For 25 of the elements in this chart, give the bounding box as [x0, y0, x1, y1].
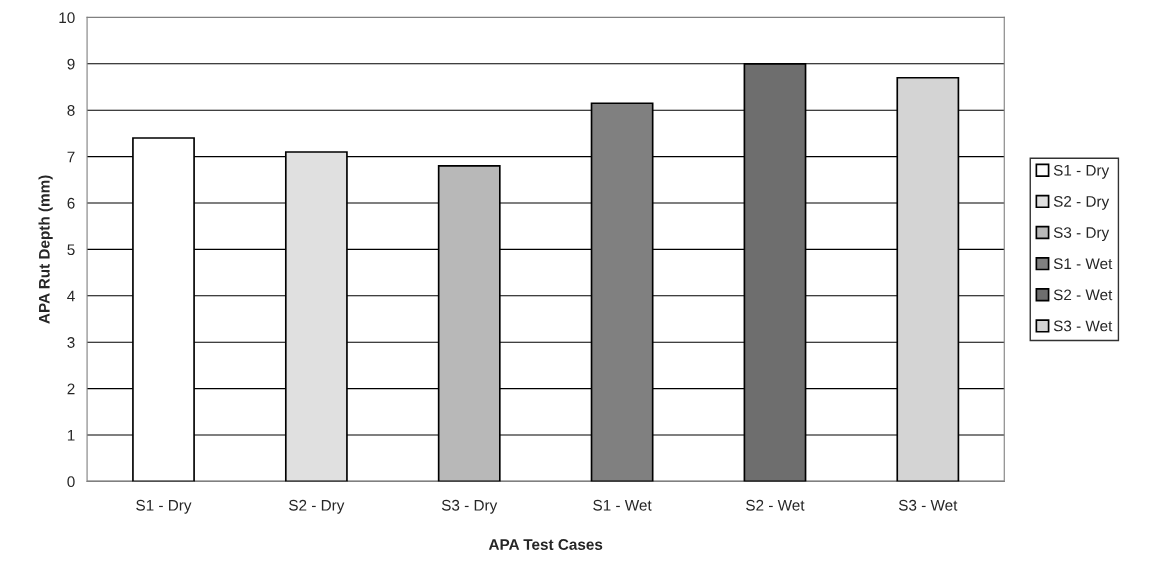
legend-label: S1 - Dry — [1053, 164, 1110, 179]
legend-label: S2 - Wet — [1053, 289, 1113, 301]
y-tick-label: 8 — [67, 105, 75, 116]
legend-label: S1 - Wet — [1053, 258, 1113, 270]
legend-label: S3 - Dry — [1053, 227, 1110, 241]
y-tick-label: 9 — [67, 58, 75, 70]
y-tick-label: 5 — [67, 244, 75, 256]
y-tick-label: 3 — [67, 337, 75, 348]
x-tick-label: S2 - Dry — [289, 499, 345, 514]
y-tick-label: 6 — [67, 197, 75, 209]
y-tick-label: 7 — [67, 151, 75, 163]
y-tick-label: 2 — [67, 383, 75, 395]
x-axis-title: APA Test Cases — [488, 539, 603, 550]
y-axis-title: APA Rut Depth (mm) — [38, 175, 53, 324]
x-tick-label: S1 - Dry — [136, 499, 192, 514]
y-tick-label: 10 — [59, 12, 75, 24]
x-tick-label: S3 - Dry — [441, 499, 498, 514]
legend-label: S3 - Wet — [1053, 320, 1113, 332]
y-tick-label: 1 — [67, 430, 75, 441]
x-tick-label: S2 - Wet — [746, 499, 805, 511]
x-tick-label: S3 - Wet — [898, 499, 958, 511]
y-tick-label: 0 — [67, 476, 75, 488]
legend-label: S2 - Dry — [1053, 196, 1110, 210]
y-tick-label: 4 — [67, 290, 75, 302]
x-tick-label: S1 - Wet — [593, 499, 652, 511]
